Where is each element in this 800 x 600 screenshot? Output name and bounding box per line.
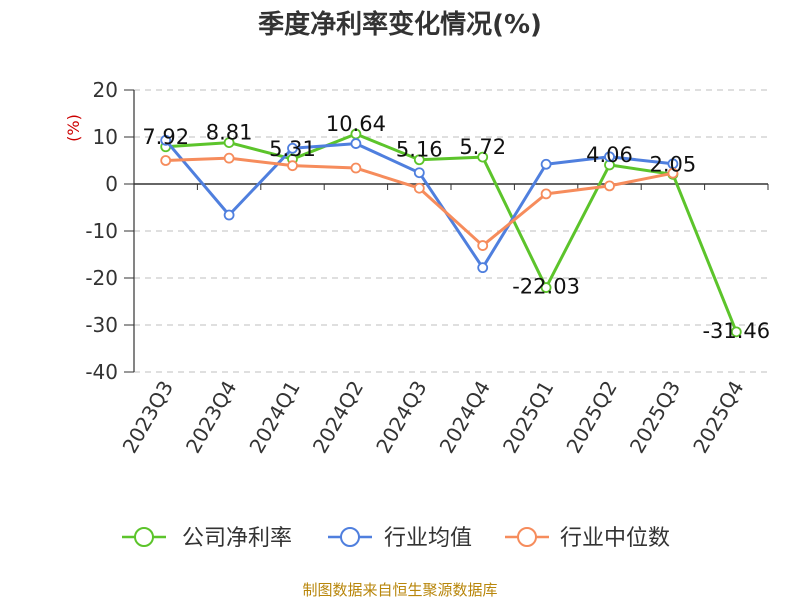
data-label: -22.03 — [512, 275, 580, 299]
legend-marker — [517, 527, 537, 547]
data-label: 5.31 — [269, 137, 316, 161]
x-tick-label: 2023Q4 — [181, 377, 241, 458]
y-tick-label: 20 — [93, 78, 118, 102]
legend-item: 行业中位数 — [505, 526, 670, 551]
data-point — [350, 162, 362, 174]
series-2 — [160, 134, 679, 274]
data-point — [413, 182, 425, 194]
y-tick-label: 0 — [105, 172, 118, 196]
x-tick-label: 2025Q1 — [498, 377, 558, 458]
data-labels: 7.92 8.81 5.31 10.64 5.16 5.72 -22.03 4.06 2.05 -… — [142, 112, 770, 343]
x-tick-label: 2025Q4 — [688, 377, 748, 458]
x-tick-label: 2023Q3 — [118, 377, 178, 458]
x-tick-label: 2025Q2 — [561, 377, 621, 458]
data-label: 8.81 — [206, 121, 253, 145]
data-label: 4.06 — [586, 143, 633, 167]
data-point — [604, 180, 615, 192]
data-point — [477, 262, 489, 274]
chart-title: 季度净利率变化情况(%) — [258, 9, 542, 40]
y-axis-label: (%) — [64, 114, 83, 142]
data-point — [287, 142, 298, 154]
data-point — [540, 282, 552, 293]
data-label: 5.72 — [459, 135, 506, 159]
source-note: 制图数据来自恒生聚源数据库 — [302, 581, 497, 599]
series-layer — [160, 128, 742, 338]
legend-marker — [134, 527, 154, 547]
legend-marker — [340, 527, 360, 547]
data-point — [350, 138, 362, 149]
data-label: 2.05 — [650, 152, 697, 176]
legend-item: 行业均值 — [328, 526, 472, 551]
x-tick-label: 2025Q3 — [625, 377, 685, 458]
data-point — [160, 155, 172, 166]
data-point — [540, 188, 552, 200]
data-point — [477, 151, 489, 163]
data-point — [223, 209, 235, 221]
series-3 — [160, 152, 679, 251]
data-point — [730, 326, 742, 338]
x-tick-label: 2024Q1 — [244, 377, 304, 458]
data-point — [223, 137, 235, 148]
data-point — [223, 152, 235, 164]
data-point — [540, 158, 552, 170]
data-point — [287, 160, 298, 172]
data-point — [413, 167, 425, 179]
data-point — [667, 167, 679, 179]
x-tick-label: 2024Q3 — [371, 377, 431, 458]
data-point — [160, 134, 172, 146]
data-label: 10.64 — [326, 112, 386, 136]
data-point — [477, 240, 489, 251]
y-tick-label: -30 — [85, 313, 118, 337]
series-line — [165, 132, 738, 333]
grid-lines — [134, 89, 768, 373]
y-tick-label: -20 — [85, 266, 118, 290]
y-tick-label: -40 — [85, 360, 118, 384]
legend: 公司净利率 行业均值 行业中位数 — [122, 526, 670, 551]
data-label: -31.46 — [702, 319, 770, 343]
x-tick-label: 2024Q4 — [435, 377, 495, 458]
legend-label: 行业中位数 — [560, 526, 670, 551]
x-tick-label: 2024Q2 — [308, 377, 368, 458]
legend-label: 公司净利率 — [182, 526, 292, 551]
series-1 — [160, 128, 742, 338]
data-point — [604, 151, 615, 163]
legend-item: 公司净利率 — [122, 526, 292, 551]
data-label: 7.92 — [142, 125, 189, 149]
data-label: 5.16 — [396, 138, 443, 162]
y-tick-label: -10 — [85, 219, 118, 243]
data-point — [413, 154, 425, 166]
y-tick-label: 10 — [93, 125, 118, 149]
legend-label: 行业均值 — [384, 526, 472, 551]
